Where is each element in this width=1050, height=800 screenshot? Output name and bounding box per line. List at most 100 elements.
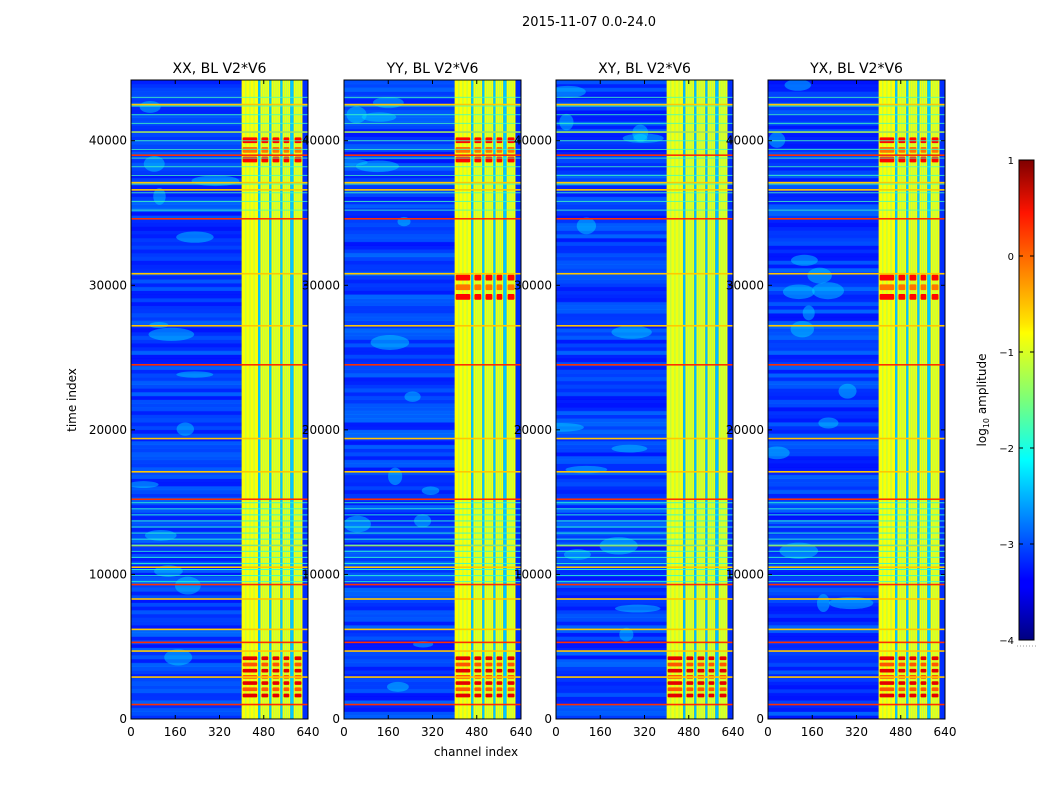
noise-row [556,177,667,182]
rfi-faint-line [131,581,308,583]
rfi-faint-line [768,508,945,510]
band-streak [882,80,884,719]
noise-row [556,230,667,235]
rfi-line [556,154,733,156]
hot-block [697,681,705,685]
noise-row [344,391,455,397]
noise-row [344,425,455,431]
rfi-faint-line [344,526,521,528]
rfi-line [131,628,308,631]
hot-block [455,687,471,692]
noise-row [131,298,242,303]
noise-row [344,275,455,280]
rfi-faint-line [131,562,308,564]
hot-block [879,293,895,300]
noise-row [556,391,667,397]
noise-row [344,200,455,205]
hot-block [931,284,939,291]
rfi-line [768,272,945,275]
rfi-line [344,628,521,631]
noise-row [768,136,879,141]
noise-row [768,279,879,284]
hot-block [272,156,280,163]
noise-row [344,696,455,701]
band-streak [266,80,268,719]
noise-row [131,621,242,626]
rfi-faint-line [768,514,945,516]
noise-row [768,110,879,115]
noise-row [131,252,242,258]
band-streak [287,80,289,719]
panels-group: XX, BL V2*V6 0 160 320 480 640 0 10000 20000 3000… [89,61,957,739]
noise-row [131,673,242,679]
rfi-line [344,217,521,220]
noise-row [131,313,242,318]
noise-row [768,519,879,525]
colorbar-label-rest: amplitude [975,354,989,418]
noise-row [344,598,455,603]
noise-row [556,523,667,528]
noise-row [344,591,455,596]
noise-row [131,677,242,682]
noise-row [344,452,455,457]
noise-row [556,553,667,558]
noise-row [131,662,242,667]
noise-row [344,703,455,709]
noise-row [768,643,879,649]
noise-row [344,91,455,96]
band-streak [920,80,923,719]
rfi-line [344,181,521,184]
band-streak [295,80,297,719]
rfi-faint-line [344,96,521,98]
noise-row [131,83,242,89]
rfi-faint-line [768,562,945,564]
noise-row [131,609,242,615]
noise-row [768,632,879,637]
noise-row [556,399,667,404]
noise-row [556,655,667,660]
rfi-faint-line [344,140,521,142]
x-tick-label: 0 [340,725,348,739]
noise-row [556,636,667,641]
band-streak [500,80,502,719]
hot-block [686,662,694,667]
rfi-line [131,154,308,156]
hot-block [261,662,269,667]
noise-row [344,534,455,540]
rfi-line [556,583,733,586]
band-streak [700,80,702,719]
noise-row [768,658,879,664]
panel-1: YY, BL V2*V6 0 160 320 480 640 0 10000 20000 3000… [302,61,533,739]
hot-block [455,284,471,291]
rfi-faint-line [768,550,945,552]
noise-row [131,162,242,167]
noise-row [556,290,667,295]
noise-row [768,234,879,239]
rfi-faint-line [344,562,521,564]
noise-smudge [556,423,584,432]
noise-row [768,399,879,404]
rfi-line [768,641,945,644]
noise-row [768,707,879,712]
noise-row [768,617,879,622]
channel-band [258,80,261,719]
noise-row [556,609,667,615]
noise-row [556,677,667,682]
noise-row [556,215,667,220]
hot-block [294,662,302,667]
noise-row [768,700,879,705]
rfi-faint-line [556,562,733,564]
rfi-faint-line [768,520,945,522]
rfi-line [131,498,308,501]
noise-row [768,651,879,656]
rfi-line [344,364,521,366]
band-streak [458,80,460,719]
noise-row [344,350,455,355]
rfi-faint-line [556,140,733,142]
rfi-faint-line [556,200,733,202]
noise-row [768,625,879,630]
noise-row [556,467,667,472]
y-tick-label: 30000 [726,278,764,292]
hot-block [485,681,493,685]
noise-row [556,226,667,231]
